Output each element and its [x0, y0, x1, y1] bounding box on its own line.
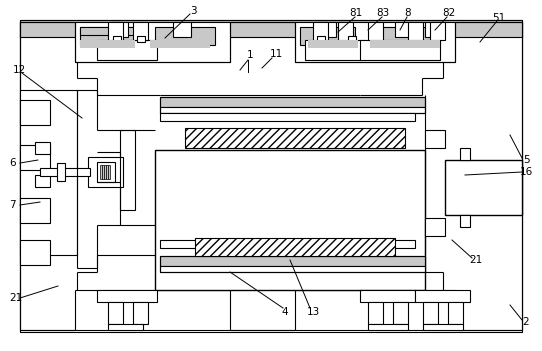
Text: 11: 11 — [269, 49, 282, 59]
Bar — [160, 97, 425, 107]
Bar — [425, 130, 445, 148]
Bar — [113, 36, 121, 42]
Bar — [150, 40, 210, 48]
Bar — [108, 22, 123, 40]
Bar — [318, 22, 336, 37]
Bar — [20, 22, 522, 330]
Bar — [20, 90, 77, 255]
Bar — [160, 97, 425, 113]
Bar — [20, 198, 50, 223]
Text: 21: 21 — [469, 255, 482, 265]
Text: 4: 4 — [282, 307, 288, 317]
Bar — [20, 100, 50, 125]
Bar — [40, 168, 90, 176]
Bar — [368, 324, 408, 330]
Bar — [185, 128, 405, 148]
Bar — [423, 324, 463, 330]
Bar — [80, 27, 140, 45]
Bar — [160, 240, 415, 248]
Bar — [20, 20, 522, 38]
Bar — [295, 22, 455, 62]
Bar — [160, 266, 425, 272]
Bar — [460, 215, 470, 227]
Bar — [160, 113, 415, 121]
Bar — [445, 160, 522, 215]
Bar — [88, 157, 123, 187]
Bar — [133, 302, 148, 324]
Bar — [395, 22, 413, 37]
Text: 81: 81 — [350, 8, 363, 18]
Bar — [97, 40, 157, 60]
Text: 8: 8 — [405, 8, 411, 18]
Bar — [415, 290, 470, 302]
Bar — [160, 256, 425, 272]
Bar — [368, 22, 383, 40]
Bar — [97, 162, 115, 182]
Bar — [370, 40, 440, 48]
Bar — [120, 130, 135, 210]
Bar — [133, 22, 148, 40]
Bar — [160, 256, 425, 266]
Bar — [35, 142, 50, 154]
Bar — [460, 148, 470, 160]
Bar — [80, 27, 140, 35]
Bar — [106, 165, 108, 179]
Text: 12: 12 — [12, 65, 25, 75]
Bar — [425, 218, 445, 236]
Text: 51: 51 — [492, 13, 506, 23]
Bar — [338, 22, 353, 40]
Bar — [20, 20, 522, 332]
Text: 3: 3 — [190, 6, 196, 16]
Bar — [20, 145, 50, 170]
Bar — [108, 165, 110, 179]
Bar — [100, 165, 102, 179]
Bar — [360, 290, 415, 302]
Bar — [110, 22, 128, 37]
Bar — [313, 22, 328, 40]
Bar — [57, 163, 65, 181]
Bar — [448, 302, 463, 324]
Bar — [308, 40, 358, 48]
Bar — [20, 22, 522, 37]
Text: 21: 21 — [9, 293, 23, 303]
Bar — [393, 302, 408, 324]
Bar — [423, 302, 438, 324]
Bar — [155, 150, 425, 290]
Bar — [368, 302, 383, 324]
Bar — [80, 40, 135, 48]
Text: 1: 1 — [247, 50, 253, 60]
Bar — [108, 324, 143, 330]
Bar — [348, 36, 356, 42]
Bar — [360, 40, 440, 60]
Bar — [155, 27, 215, 45]
Bar — [305, 40, 365, 60]
Bar — [430, 22, 445, 40]
Bar — [20, 240, 50, 265]
Bar — [35, 175, 50, 187]
Bar — [425, 22, 443, 37]
Bar — [300, 27, 355, 45]
Text: 13: 13 — [306, 307, 320, 317]
Bar — [137, 36, 145, 42]
Text: 7: 7 — [9, 200, 16, 210]
Bar — [104, 165, 106, 179]
Bar — [108, 302, 123, 324]
Bar — [375, 27, 440, 45]
Bar — [102, 165, 104, 179]
Text: 5: 5 — [522, 155, 530, 165]
Bar — [408, 22, 423, 40]
Text: 83: 83 — [376, 8, 390, 18]
Text: 2: 2 — [522, 317, 530, 327]
Text: 16: 16 — [519, 167, 533, 177]
Bar — [97, 290, 157, 302]
Text: 82: 82 — [442, 8, 456, 18]
Bar — [160, 107, 425, 113]
Text: 6: 6 — [9, 158, 16, 168]
Bar — [173, 22, 191, 37]
Bar — [195, 238, 395, 256]
Bar — [317, 36, 325, 42]
Bar — [75, 22, 230, 62]
